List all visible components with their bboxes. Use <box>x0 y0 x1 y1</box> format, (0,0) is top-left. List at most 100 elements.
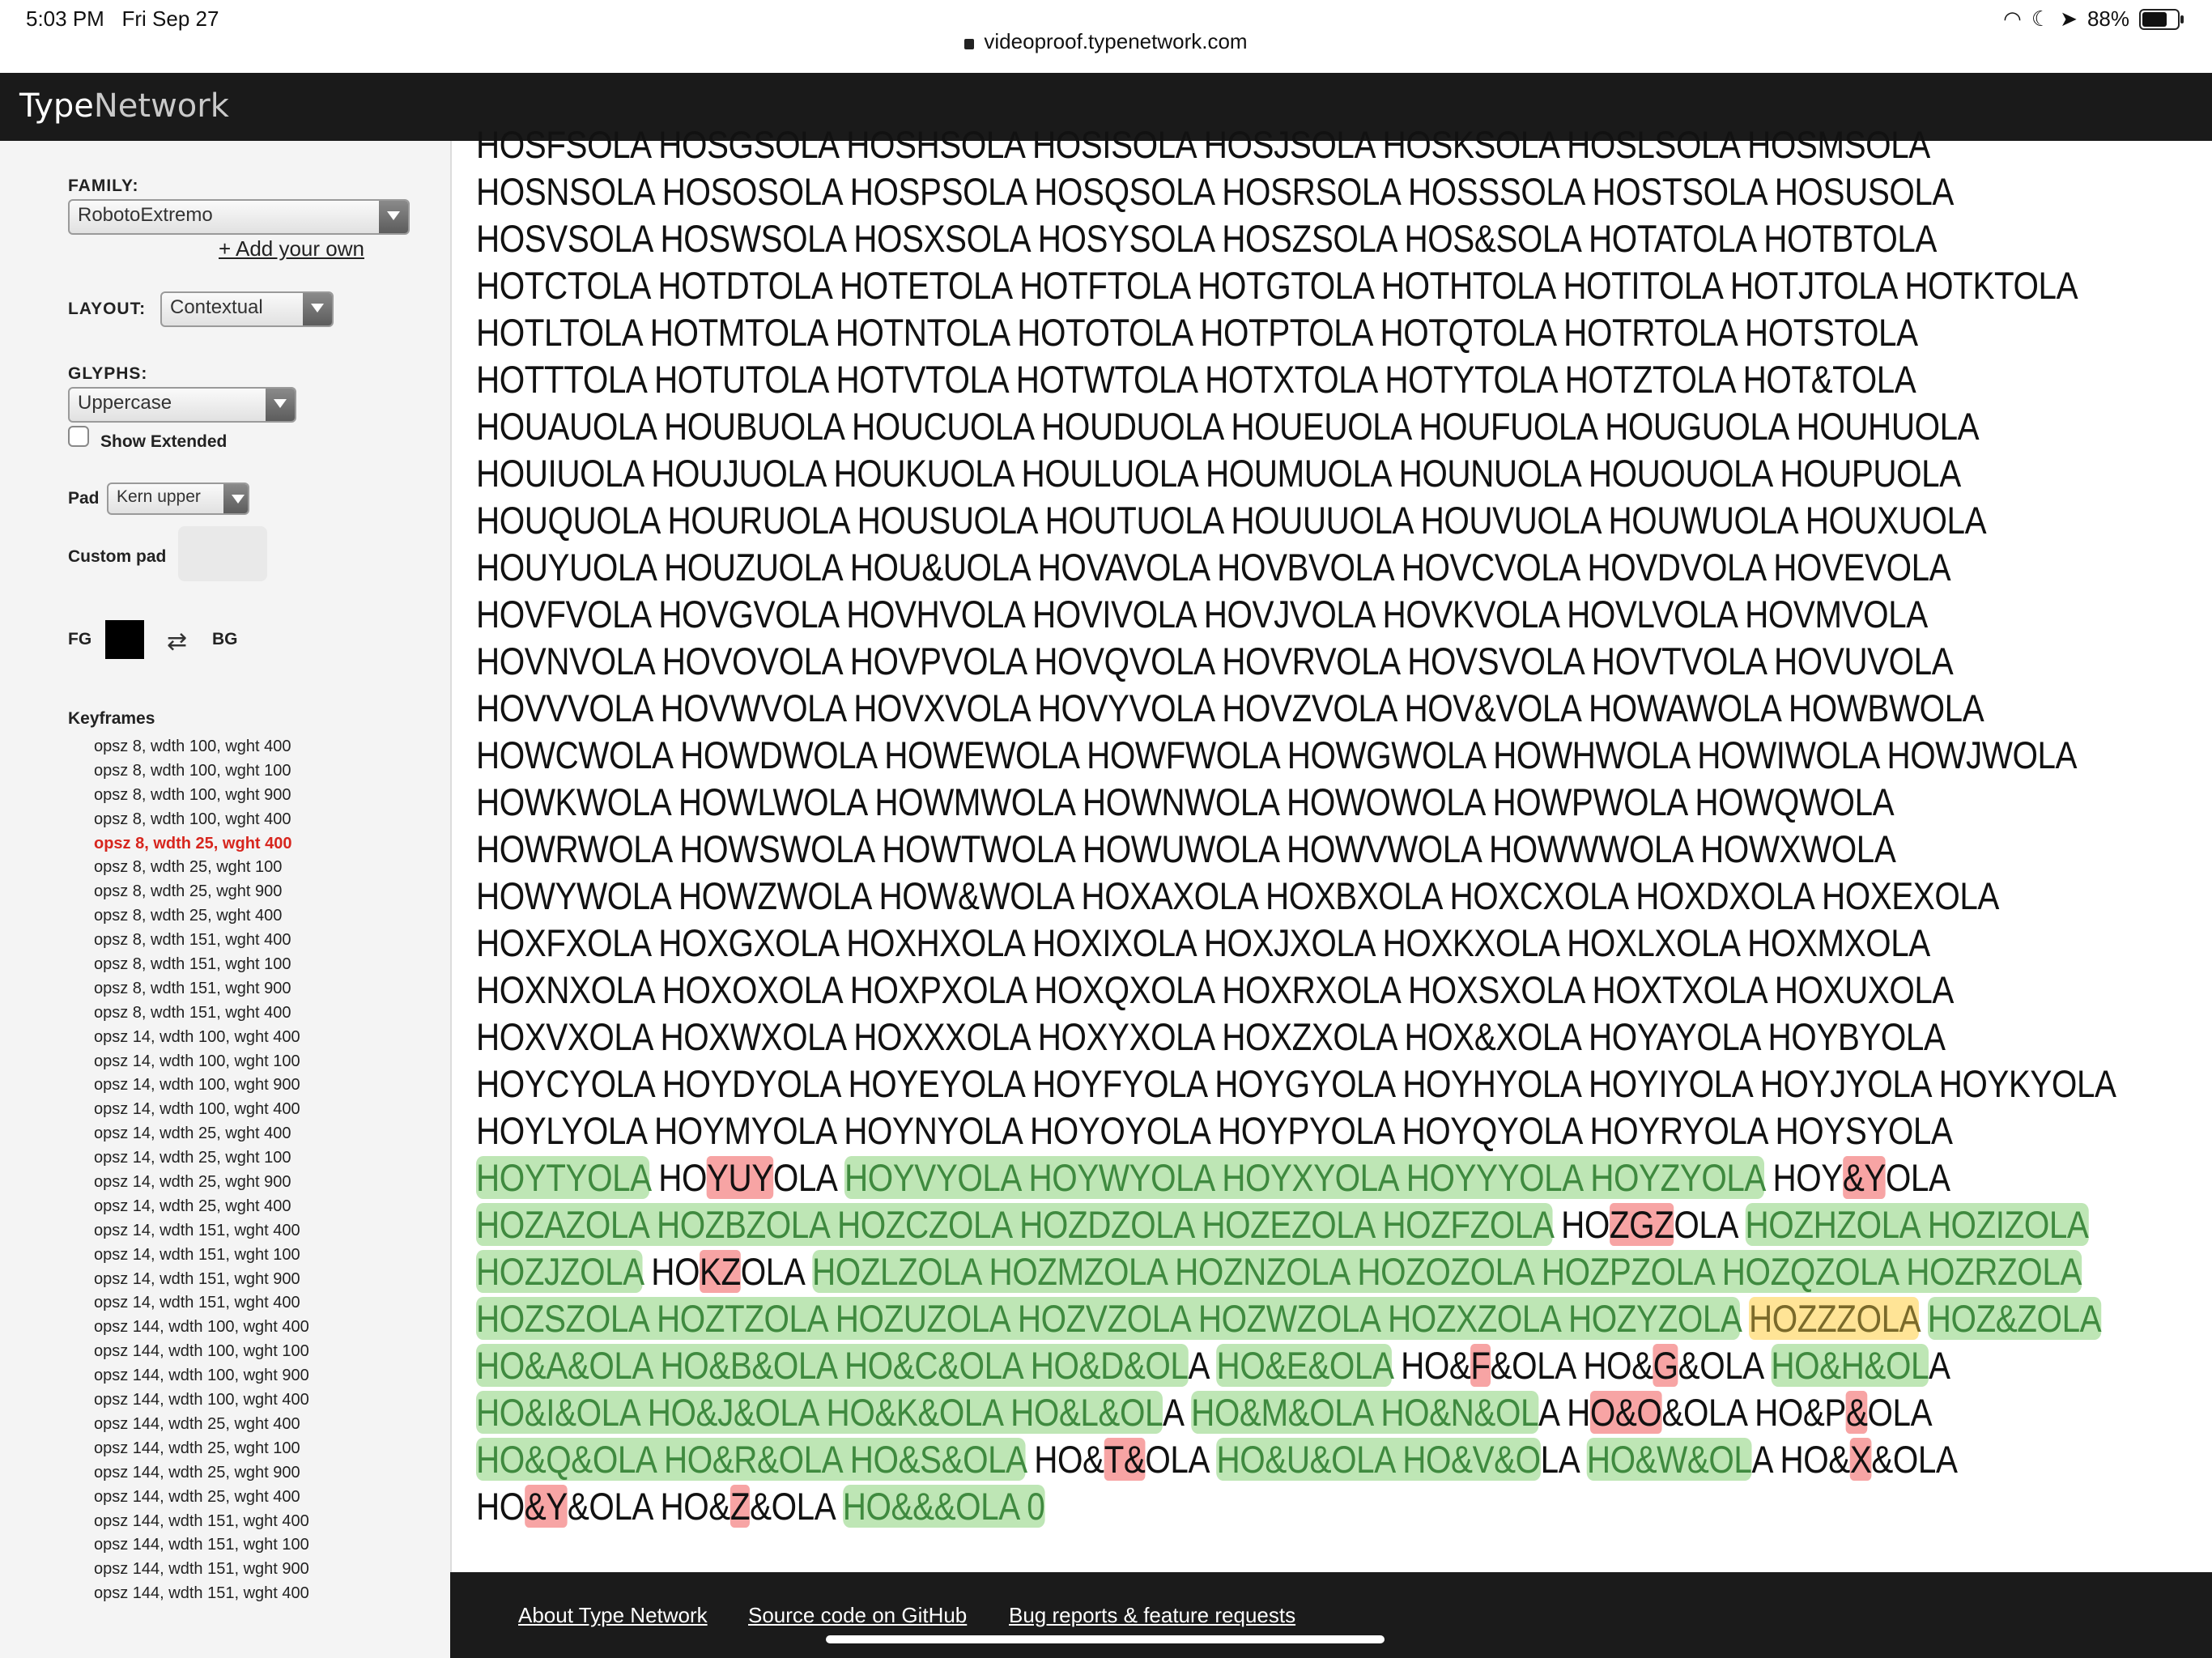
proof-text-segment: HOUYUOLA HOUZUOLA HOU&UOLA HOVAVOLA HOVB… <box>476 546 1951 589</box>
proof-text-segment: HOSVSOLA HOSWSOLA HOSXSOLA HOSYSOLA HOSZ… <box>476 217 1937 260</box>
add-your-own-link[interactable]: + Add your own <box>219 236 364 261</box>
custom-pad-label: Custom pad <box>68 547 167 566</box>
chevron-down-icon <box>379 201 408 233</box>
about-link[interactable]: About Type Network <box>518 1603 708 1627</box>
keyframe-item[interactable]: opsz 14, wdth 151, wght 400 <box>94 1294 300 1312</box>
moon-icon: ☾ <box>2031 6 2051 31</box>
keyframe-item[interactable]: opsz 8, wdth 100, wght 400 <box>94 738 291 755</box>
keyframe-item[interactable]: opsz 144, wdth 151, wght 400 <box>94 1584 309 1603</box>
typenetwork-logo[interactable]: TypeNetwork <box>19 87 229 125</box>
proof-text-segment: HO& <box>1025 1438 1104 1481</box>
keyframe-item[interactable]: opsz 144, wdth 100, wght 400 <box>94 1391 309 1409</box>
keyframe-item[interactable]: opsz 14, wdth 151, wght 900 <box>94 1269 300 1288</box>
keyframe-item[interactable]: opsz 144, wdth 25, wght 900 <box>94 1463 300 1482</box>
bug-reports-link[interactable]: Bug reports & feature requests <box>1009 1603 1296 1627</box>
glyphs-select[interactable]: Uppercase <box>68 387 296 423</box>
keyframe-item[interactable]: opsz 144, wdth 25, wght 100 <box>94 1439 300 1457</box>
proof-text-segment: &OLA HO& <box>567 1485 730 1528</box>
swap-colors-icon[interactable]: ⇄ <box>167 628 188 655</box>
proof-text-segment: HOSFSOLA HOSGSOLA HOSHSOLA HOSISOLA HOSJ… <box>476 123 1930 166</box>
keyframe-item[interactable]: opsz 8, wdth 100, wght 400 <box>94 810 291 828</box>
custom-pad-input[interactable] <box>178 526 267 581</box>
family-select[interactable]: RobotoExtremo <box>68 199 410 235</box>
highlight-red: &Y <box>524 1485 568 1528</box>
proof-text-segment: HOYLYOLA HOYMYOLA HOYNYOLA HOYOYOLA HOYP… <box>476 1109 1953 1152</box>
keyframes-list: opsz 8, wdth 100, wght 400 opsz 8, wdth 1… <box>94 735 309 1606</box>
keyframes-label: Keyframes <box>68 709 155 728</box>
fg-color-swatch[interactable] <box>105 620 144 659</box>
keyframe-item[interactable]: opsz 14, wdth 151, wght 400 <box>94 1221 300 1239</box>
keyframe-item[interactable]: opsz 8, wdth 25, wght 400 <box>94 834 292 852</box>
proof-text: HOSFSOLA HOSGSOLA HOSHSOLA HOSISOLA HOSJ… <box>476 121 2209 1530</box>
keyframe-item[interactable]: opsz 144, wdth 100, wght 900 <box>94 1367 309 1385</box>
keyframe-item[interactable]: opsz 144, wdth 25, wght 400 <box>94 1414 300 1433</box>
proof-text-segment: OLA <box>1674 1203 1746 1246</box>
proof-text-segment: HO <box>649 1156 708 1199</box>
keyframe-item[interactable]: opsz 144, wdth 100, wght 100 <box>94 1342 309 1361</box>
proof-text-segment: HOVNVOLA HOVOVOLA HOVPVOLA HOVQVOLA HOVR… <box>476 640 1954 682</box>
keyframe-item[interactable]: opsz 144, wdth 25, wght 400 <box>94 1487 300 1506</box>
keyframe-item[interactable]: opsz 144, wdth 151, wght 900 <box>94 1560 309 1579</box>
keyframe-item[interactable]: opsz 14, wdth 25, wght 400 <box>94 1197 291 1215</box>
proof-text-segment: HOXFXOLA HOXGXOLA HOXHXOLA HOXIXOLA HOXJ… <box>476 921 1930 964</box>
proof-line: HOUYUOLA HOUZUOLA HOU&UOLA HOVAVOLA HOVB… <box>476 544 2116 591</box>
keyframe-item[interactable]: opsz 14, wdth 100, wght 900 <box>94 1076 300 1095</box>
proof-text-segment: HOWKWOLA HOWLWOLA HOWMWOLA HOWNWOLA HOWO… <box>476 780 1895 823</box>
highlight-red: F <box>1470 1344 1491 1387</box>
footer: About Type Network Source code on GitHub… <box>450 1572 2212 1658</box>
keyframe-item[interactable]: opsz 144, wdth 100, wght 400 <box>94 1318 309 1337</box>
keyframe-item[interactable]: opsz 8, wdth 151, wght 900 <box>94 979 291 997</box>
proof-line: HOYCYOLA HOYDYOLA HOYEYOLA HOYFYOLA HOYG… <box>476 1061 2116 1107</box>
proof-line: HOXNXOLA HOXOXOLA HOXPXOLA HOXQXOLA HOXR… <box>476 967 2116 1014</box>
status-time: 5:03 PM Fri Sep 27 <box>26 6 219 31</box>
proof-line: HOTCTOLA HOTDTOLA HOTETOLA HOTFTOLA HOTG… <box>476 262 2116 309</box>
keyframe-item[interactable]: opsz 144, wdth 151, wght 100 <box>94 1536 309 1554</box>
keyframe-item[interactable]: opsz 8, wdth 151, wght 400 <box>94 931 291 950</box>
keyframe-item[interactable]: opsz 8, wdth 25, wght 100 <box>94 858 283 877</box>
proof-line: HOTLTOLA HOTMTOLA HOTNTOLA HOTOTOLA HOTP… <box>476 309 2116 356</box>
layout-select[interactable]: Contextual <box>160 291 334 327</box>
proof-text-segment <box>1919 1297 1928 1340</box>
proof-line: HOTTTOLA HOTUTOLA HOTVTOLA HOTWTOLA HOTX… <box>476 356 2116 403</box>
keyframe-item[interactable]: opsz 8, wdth 100, wght 100 <box>94 761 291 780</box>
keyframe-item[interactable]: opsz 14, wdth 100, wght 100 <box>94 1052 300 1070</box>
proof-text-segment: HOTTTOLA HOTUTOLA HOTVTOLA HOTWTOLA HOTX… <box>476 358 1916 401</box>
pad-select[interactable]: Kern upper <box>107 483 249 515</box>
keyframe-item[interactable]: opsz 14, wdth 100, wght 400 <box>94 1100 300 1119</box>
keyframe-item[interactable]: opsz 14, wdth 25, wght 900 <box>94 1173 291 1192</box>
sidebar: FAMILY: RobotoExtremo + Add your own LAY… <box>0 141 452 1658</box>
highlight-green: HO&M&OLA HO&N&OL <box>1191 1391 1539 1434</box>
proof-text-segment: LA <box>1540 1438 1587 1481</box>
keyframe-item[interactable]: opsz 8, wdth 25, wght 400 <box>94 907 283 925</box>
proof-text-segment: &OLA <box>750 1485 843 1528</box>
keyframe-item[interactable]: opsz 8, wdth 151, wght 100 <box>94 955 291 974</box>
keyframe-item[interactable]: opsz 8, wdth 25, wght 900 <box>94 882 283 901</box>
proof-line: HO&Q&OLA HO&R&OLA HO&S&OLA HO&T&OLA HO&U… <box>476 1436 2116 1483</box>
proof-line: HOWCWOLA HOWDWOLA HOWEWOLA HOWFWOLA HOWG… <box>476 732 2116 779</box>
keyframe-item[interactable]: opsz 8, wdth 151, wght 400 <box>94 1003 291 1022</box>
keyframe-item[interactable]: opsz 144, wdth 151, wght 400 <box>94 1511 309 1530</box>
keyframe-item[interactable]: opsz 14, wdth 100, wght 400 <box>94 1027 300 1046</box>
proof-text-segment: HOWRWOLA HOWSWOLA HOWTWOLA HOWUWOLA HOWV… <box>476 827 1896 870</box>
source-link[interactable]: Source code on GitHub <box>748 1603 968 1627</box>
location-icon: ➤ <box>2060 6 2078 31</box>
proof-line: HO&Y&OLA HO&Z&OLA HO&&&OLA 0 <box>476 1483 2116 1530</box>
family-select-value: RobotoExtremo <box>78 204 213 226</box>
address-bar[interactable]: videoproof.typenetwork.com <box>0 29 2212 54</box>
glyphs-label: GLYPHS: <box>68 364 148 383</box>
battery-icon <box>2139 8 2184 30</box>
home-indicator <box>826 1635 1385 1643</box>
highlight-green: HOZLZOLA HOZMZOLA HOZNZOLA HOZOZOLA HOZP… <box>811 1250 2082 1293</box>
proof-text-segment: HOUAUOLA HOUBUOLA HOUCUOLA HOUDUOLA HOUE… <box>476 405 1980 448</box>
layout-select-value: Contextual <box>170 296 263 318</box>
top-nav: TypeNetwork <box>0 73 2212 141</box>
keyframe-item[interactable]: opsz 14, wdth 25, wght 400 <box>94 1124 291 1143</box>
proof-text-segment: OLA <box>772 1156 845 1199</box>
proof-text-segment: HOVFVOLA HOVGVOLA HOVHVOLA HOVIVOLA HOVJ… <box>476 593 1928 636</box>
keyframe-item[interactable]: opsz 14, wdth 151, wght 100 <box>94 1245 300 1264</box>
show-extended-checkbox[interactable] <box>68 426 89 447</box>
proof-line: HOWKWOLA HOWLWOLA HOWMWOLA HOWNWOLA HOWO… <box>476 779 2116 826</box>
highlight-red: ZGZ <box>1609 1203 1674 1246</box>
keyframe-item[interactable]: opsz 8, wdth 100, wght 900 <box>94 785 291 804</box>
keyframe-item[interactable]: opsz 14, wdth 25, wght 100 <box>94 1149 291 1167</box>
